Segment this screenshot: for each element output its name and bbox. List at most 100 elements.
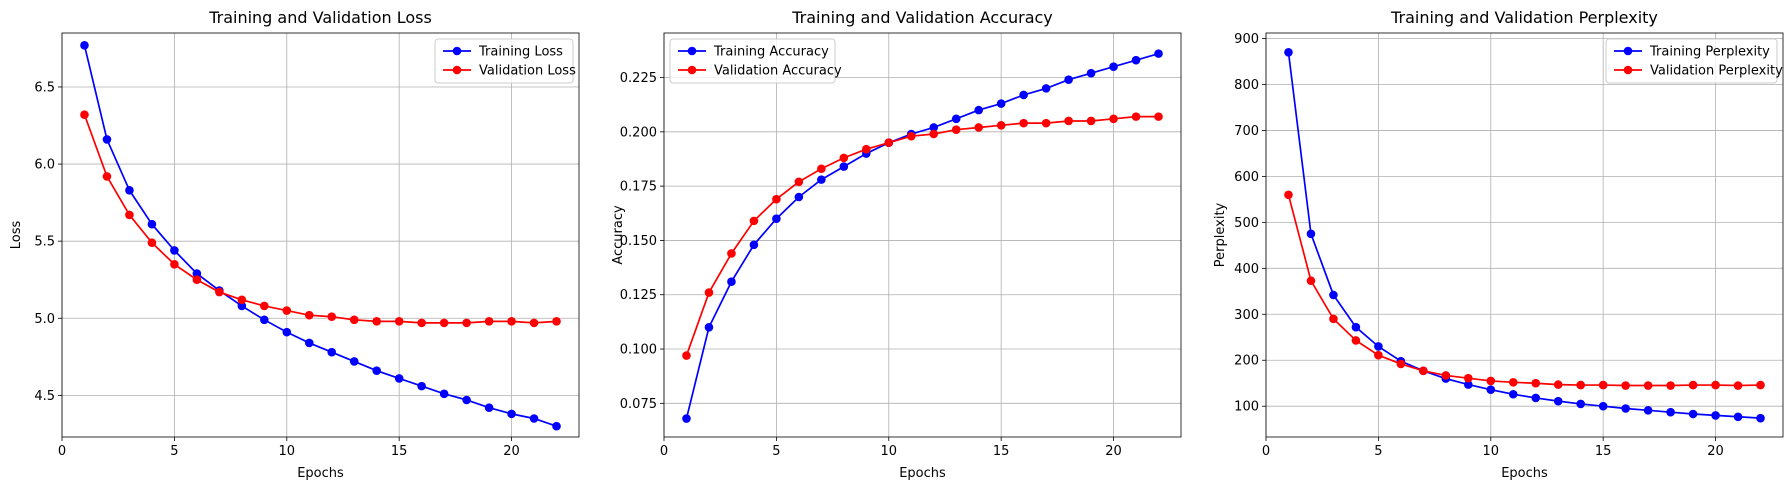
data-point	[704, 323, 714, 332]
data-point	[192, 269, 202, 278]
y-tick-label: 4.5	[34, 389, 55, 404]
y-tick-label: 6.5	[34, 80, 55, 95]
data-point	[1531, 393, 1541, 403]
plot-frame	[663, 32, 1182, 438]
data-point	[1666, 407, 1675, 417]
data-point	[1688, 380, 1698, 390]
data-point	[394, 374, 404, 383]
data-point	[772, 194, 781, 204]
data-point	[1576, 399, 1585, 409]
chart-perplexity: 0 5 10 15 20 100 200 300 400 500 600 700 800 900 Train…	[1213, 8, 1784, 481]
data-point	[906, 131, 916, 141]
y-axis-label: Perplexity	[1213, 202, 1228, 267]
series-line	[83, 114, 557, 324]
data-point	[1441, 371, 1451, 380]
data-point	[102, 135, 112, 144]
data-point	[484, 317, 494, 326]
data-point	[1419, 366, 1428, 376]
data-point	[192, 275, 202, 285]
data-point	[282, 306, 292, 315]
data-point	[974, 123, 983, 132]
data-point	[260, 301, 269, 311]
data-point	[349, 357, 359, 366]
data-point	[1306, 229, 1316, 239]
legend-box	[1605, 38, 1778, 84]
data-point	[125, 210, 134, 220]
data-point	[794, 177, 804, 187]
y-tick-label: 6.0	[34, 158, 55, 173]
data-point	[1733, 412, 1743, 422]
legend: Training Loss Validation Loss	[434, 38, 576, 84]
data-point	[727, 249, 736, 258]
data-point	[1711, 411, 1720, 420]
data-point	[1576, 380, 1585, 390]
y-tick-label: 800	[1234, 78, 1259, 93]
x-tick-label: 0	[58, 444, 66, 459]
x-tick-label: 20	[1105, 444, 1122, 459]
y-tick-label: 200	[1234, 354, 1259, 369]
legend-label: Training Loss	[478, 45, 563, 60]
data-point	[1041, 84, 1051, 93]
data-point	[304, 310, 314, 320]
legend-marker	[1623, 65, 1633, 75]
legend-marker	[452, 46, 462, 56]
data-point	[237, 295, 247, 305]
data-point	[772, 214, 781, 224]
legend-label: Validation Accuracy	[714, 64, 842, 79]
x-tick-label: 15	[993, 444, 1010, 459]
legend-marker	[687, 46, 697, 56]
data-point	[1756, 380, 1765, 390]
x-axis-label: Epochs	[297, 466, 344, 481]
data-point	[1329, 290, 1338, 300]
data-point	[170, 259, 179, 269]
data-point	[1643, 406, 1653, 415]
chart-accuracy: 0 5 10 15 20 0.075 0.100 0.125 0.150 0.175 0.200 0.…	[611, 8, 1182, 481]
data-point	[439, 389, 449, 399]
x-tick-label: 10	[881, 444, 898, 459]
data-point	[1131, 55, 1141, 65]
chart-title: Training and Validation Perplexity	[1390, 8, 1658, 27]
series-validation	[682, 112, 1163, 360]
series-line	[685, 115, 1159, 356]
legend-label: Training Perplexity	[1649, 45, 1770, 60]
data-point	[1019, 90, 1028, 100]
y-tick-label: 0.200	[620, 125, 657, 140]
data-point	[817, 164, 826, 174]
data-point	[1086, 116, 1096, 126]
data-point	[80, 41, 89, 50]
data-point	[80, 110, 89, 120]
plot-frame	[61, 32, 580, 438]
data-point	[349, 315, 359, 325]
data-point	[552, 317, 561, 326]
data-point	[237, 301, 247, 311]
x-tick-label: 0	[660, 444, 668, 459]
legend-marker	[687, 65, 697, 75]
x-tick-label: 10	[1483, 444, 1500, 459]
x-tick-label: 5	[170, 444, 178, 459]
data-point	[839, 153, 849, 163]
data-point	[529, 414, 539, 423]
legend-label: Training Accuracy	[713, 45, 829, 60]
data-point	[839, 162, 849, 171]
data-point	[1064, 75, 1073, 84]
data-point	[304, 338, 314, 348]
data-point	[1396, 359, 1406, 369]
data-point	[462, 395, 471, 405]
data-point	[704, 288, 714, 297]
data-point	[372, 317, 381, 326]
legend-marker	[452, 65, 462, 75]
data-point	[1109, 62, 1118, 71]
y-tick-label: 300	[1234, 308, 1259, 323]
data-point	[1284, 190, 1293, 200]
y-tick-label: 5.5	[34, 235, 55, 250]
chart-title: Training and Validation Loss	[208, 8, 432, 27]
legend-label: Validation Perplexity	[1650, 64, 1783, 79]
x-tick-label: 10	[279, 444, 296, 459]
data-point	[439, 318, 449, 328]
data-point	[1086, 68, 1096, 78]
x-tick-label: 20	[1707, 444, 1724, 459]
data-point	[260, 315, 269, 325]
legend-marker	[1623, 46, 1633, 56]
data-point	[1464, 380, 1473, 389]
y-tick-label: 600	[1234, 170, 1259, 185]
